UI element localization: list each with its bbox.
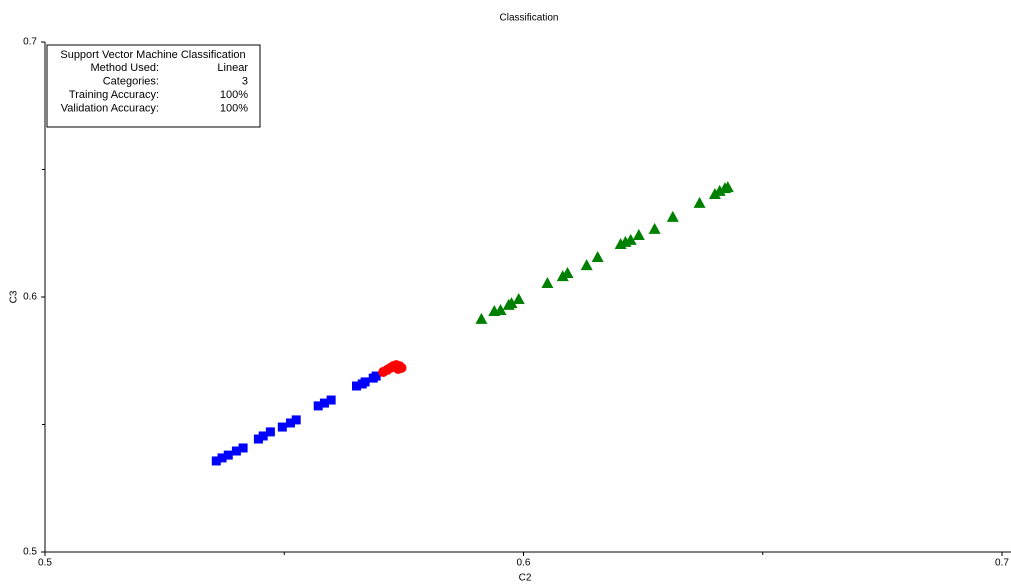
x-tick-label: 0.6 bbox=[517, 558, 531, 569]
info-value: 3 bbox=[242, 75, 248, 87]
point bbox=[352, 381, 362, 391]
info-value: Linear bbox=[217, 62, 248, 74]
x-tick-label: 0.5 bbox=[38, 558, 52, 569]
point bbox=[624, 233, 637, 245]
info-box bbox=[46, 44, 261, 128]
point bbox=[313, 401, 323, 411]
y-tick-label: 0.6 bbox=[23, 292, 37, 303]
point bbox=[721, 181, 734, 193]
point bbox=[258, 431, 268, 441]
x-axis-label: C2 bbox=[519, 573, 532, 584]
point bbox=[326, 395, 336, 405]
info-value: 100% bbox=[220, 102, 248, 114]
point bbox=[505, 297, 518, 309]
point bbox=[713, 184, 726, 196]
point bbox=[632, 229, 645, 241]
point bbox=[666, 210, 679, 222]
chart-title: Classification bbox=[500, 13, 559, 24]
point bbox=[591, 250, 604, 262]
info-label: Categories: bbox=[103, 75, 159, 87]
point bbox=[693, 196, 706, 208]
point bbox=[512, 293, 525, 305]
info-value: 100% bbox=[220, 89, 248, 101]
point bbox=[277, 422, 287, 432]
y-tick-label: 0.5 bbox=[23, 547, 37, 558]
point bbox=[494, 304, 507, 316]
point bbox=[211, 456, 221, 466]
point bbox=[390, 362, 401, 373]
point bbox=[556, 270, 569, 282]
point bbox=[223, 450, 233, 460]
y-axis-label: C3 bbox=[9, 290, 20, 303]
x-tick-label: 0.7 bbox=[995, 558, 1009, 569]
info-label: Validation Accuracy: bbox=[61, 102, 159, 114]
point bbox=[360, 377, 370, 387]
info-title: Support Vector Machine Classification bbox=[60, 49, 245, 61]
point bbox=[580, 259, 593, 271]
point bbox=[217, 453, 227, 463]
point bbox=[238, 443, 248, 453]
point bbox=[231, 446, 241, 456]
point bbox=[253, 434, 263, 444]
info-label: Training Accuracy: bbox=[69, 89, 159, 101]
point bbox=[708, 187, 721, 199]
point bbox=[541, 276, 554, 288]
point bbox=[475, 312, 488, 324]
point bbox=[561, 267, 574, 279]
point bbox=[648, 222, 661, 234]
point bbox=[265, 427, 275, 437]
point bbox=[285, 418, 295, 428]
point bbox=[371, 371, 381, 381]
point bbox=[291, 415, 301, 425]
point bbox=[319, 398, 329, 408]
y-tick-label: 0.7 bbox=[23, 37, 37, 48]
info-label: Method Used: bbox=[91, 62, 159, 74]
